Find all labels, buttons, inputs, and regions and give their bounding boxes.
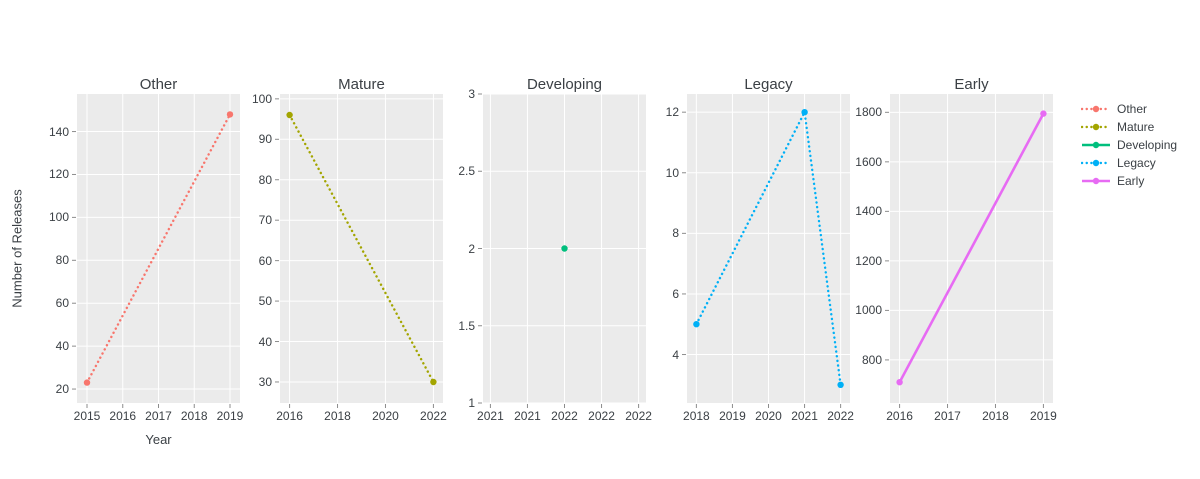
legend: Other Mature Developing Legacy Early	[1081, 100, 1177, 190]
legend-line-sample-icon	[1081, 159, 1111, 167]
y-tick-label: 1600	[855, 154, 882, 169]
facet-panel-mature	[275, 94, 443, 408]
x-tick-label: 2019	[719, 409, 746, 423]
x-tick-label: 2020	[372, 409, 399, 423]
legend-line-sample-icon	[1082, 141, 1110, 149]
x-tick-label: 2022	[551, 409, 578, 423]
x-tick-label: 2016	[886, 409, 913, 423]
y-tick-label: 8	[672, 226, 679, 241]
x-tick-label: 2022	[420, 409, 447, 423]
legend-line-sample-icon	[1081, 123, 1111, 131]
legend-item-early[interactable]: Early	[1081, 172, 1177, 190]
series-line-early	[898, 112, 1045, 383]
facet-panel-other	[72, 94, 240, 408]
y-axis-title: Number of Releases	[9, 189, 25, 308]
y-tick-label: 12	[665, 105, 679, 120]
x-tick-label: 2021	[791, 409, 818, 423]
y-tick-label: 4	[672, 347, 679, 362]
data-point-early[interactable]	[896, 379, 903, 386]
y-tick-label: 20	[55, 382, 69, 397]
y-tick-label: 50	[258, 294, 272, 309]
legend-item-legacy[interactable]: Legacy	[1081, 154, 1177, 172]
y-tick-label: 2.5	[458, 164, 475, 179]
y-tick-label: 60	[258, 253, 272, 268]
y-tick-label: 90	[258, 132, 272, 147]
legend-item-developing[interactable]: Developing	[1081, 136, 1177, 154]
facet-title-legacy: Legacy	[744, 76, 793, 93]
y-tick-label: 3	[468, 87, 475, 101]
x-axis-title: Year	[145, 432, 172, 447]
y-tick-label: 800	[861, 352, 882, 367]
y-tick-label: 10	[665, 165, 679, 180]
y-tick-label: 1.5	[458, 318, 475, 333]
y-tick-label: 1	[468, 396, 475, 410]
y-tick-label: 40	[55, 339, 69, 354]
x-tick-label: 2016	[109, 409, 137, 423]
x-tick-label: 2015	[73, 409, 101, 423]
facet-title-early: Early	[954, 76, 989, 93]
y-tick-label: 30	[258, 374, 272, 389]
x-tick-label: 2022	[625, 409, 652, 423]
x-tick-label: 2019	[1030, 409, 1057, 423]
series-line-mature	[288, 113, 435, 384]
y-tick-label: 6	[672, 286, 679, 301]
legend-line-sample-icon	[1081, 105, 1111, 113]
x-tick-label: 2018	[324, 409, 351, 423]
y-tick-label: 100	[48, 210, 69, 225]
legend-item-mature[interactable]: Mature	[1081, 118, 1177, 136]
y-tick-label: 60	[55, 296, 69, 311]
y-tick-label: 80	[55, 253, 69, 268]
legend-label: Mature	[1117, 120, 1155, 134]
x-tick-label: 2022	[588, 409, 615, 423]
facet-title-mature: Mature	[338, 76, 385, 93]
x-tick-label: 2018	[982, 409, 1009, 423]
data-point-mature[interactable]	[430, 378, 437, 386]
x-tick-label: 2017	[145, 409, 172, 423]
y-tick-label: 2	[468, 241, 475, 256]
data-point-legacy[interactable]	[837, 381, 844, 388]
y-tick-label: 120	[48, 167, 69, 182]
data-point-legacy[interactable]	[801, 109, 808, 116]
data-point-legacy[interactable]	[693, 321, 700, 328]
y-tick-label: 140	[48, 124, 69, 139]
y-tick-label: 1800	[855, 105, 882, 120]
data-point-developing[interactable]	[561, 245, 568, 252]
x-tick-label: 2019	[216, 409, 244, 423]
legend-label: Legacy	[1117, 156, 1156, 170]
data-point-mature[interactable]	[286, 111, 293, 119]
y-tick-label: 100	[251, 91, 272, 106]
x-tick-label: 2021	[514, 409, 541, 423]
y-tick-label: 1000	[855, 303, 882, 318]
x-tick-label: 2022	[827, 409, 854, 423]
facet-title-other: Other	[139, 76, 178, 93]
x-tick-label: 2021	[477, 409, 504, 423]
y-tick-label: 1200	[855, 253, 882, 268]
x-tick-label: 2017	[934, 409, 961, 423]
series-line-legacy	[695, 108, 842, 386]
data-point-early[interactable]	[1040, 110, 1047, 117]
facet-panel-early	[885, 94, 1053, 408]
data-point-other[interactable]	[226, 111, 234, 118]
data-point-other[interactable]	[83, 379, 91, 386]
y-tick-label: 80	[258, 172, 272, 187]
legend-line-sample-icon	[1082, 177, 1110, 185]
legend-label: Other	[1117, 102, 1148, 116]
facet-panel-legacy	[682, 94, 850, 408]
legend-item-other[interactable]: Other	[1081, 100, 1177, 118]
x-tick-label: 2020	[755, 409, 782, 423]
y-tick-label: 1400	[855, 204, 882, 219]
facet-title-developing: Developing	[526, 76, 603, 93]
x-tick-label: 2018	[180, 409, 208, 423]
x-tick-label: 2018	[683, 409, 710, 423]
y-tick-label: 70	[258, 213, 272, 228]
legend-label: Early	[1117, 174, 1145, 188]
x-tick-label: 2016	[276, 409, 303, 423]
y-tick-label: 40	[258, 334, 272, 349]
facet-panel-developing	[478, 93, 646, 408]
series-line-other	[85, 113, 232, 384]
legend-label: Developing	[1117, 138, 1178, 152]
